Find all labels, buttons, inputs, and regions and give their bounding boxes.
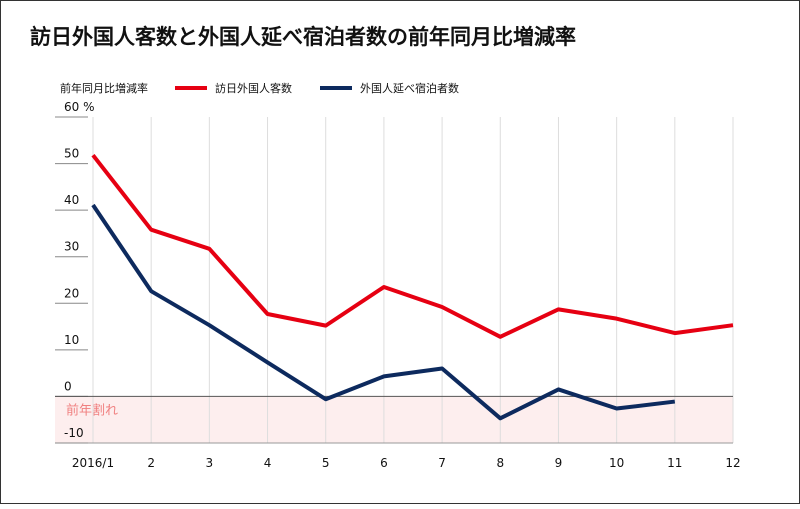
x-tick-label: 10 — [609, 456, 624, 470]
negative-zone — [55, 396, 733, 443]
x-tick-label: 9 — [555, 456, 563, 470]
legend-label: 外国人延べ宿泊者数 — [360, 81, 459, 95]
x-tick-label: 8 — [496, 456, 504, 470]
series-line — [91, 203, 676, 421]
x-tick-label: 5 — [322, 456, 330, 470]
y-tick-label: -10 — [64, 426, 84, 440]
x-tick-label: 4 — [264, 456, 272, 470]
y-tick-label: 60 % — [64, 100, 95, 114]
series-line — [91, 153, 734, 339]
annotation: 前年割れ — [66, 402, 118, 418]
y-tick-label: 0 — [64, 379, 72, 393]
x-tick-label: 12 — [725, 456, 740, 470]
x-tick-label: 11 — [667, 456, 682, 470]
chart-title: 訪日外国人客数と外国人延べ宿泊者数の前年同月比増減率 — [30, 25, 576, 49]
y-tick-label: 30 — [64, 240, 79, 254]
legend-label: 訪日外国人客数 — [215, 81, 292, 95]
x-tick-label: 2 — [147, 456, 155, 470]
y-tick-label: 10 — [64, 333, 79, 347]
y-tick-label: 50 — [64, 147, 79, 161]
y-tick-label: 20 — [64, 286, 79, 300]
x-tick-label: 6 — [380, 456, 388, 470]
x-tick-label: 7 — [438, 456, 446, 470]
legend-title: 前年同月比増減率 — [60, 81, 148, 95]
x-tick-label: 2016/1 — [72, 456, 114, 470]
y-tick-label: 40 — [64, 193, 79, 207]
x-tick-label: 3 — [206, 456, 214, 470]
